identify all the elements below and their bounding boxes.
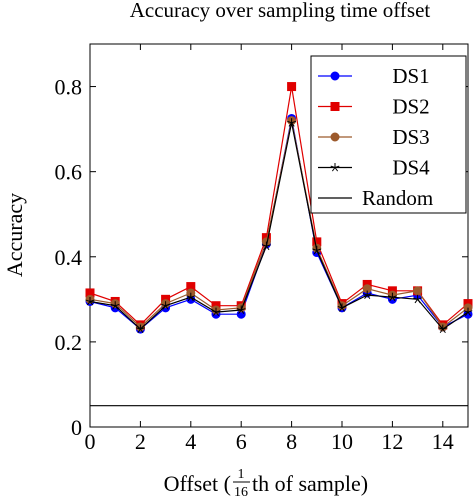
data-point — [438, 324, 448, 334]
legend-marker — [330, 71, 340, 81]
x-axis: 0 2 4 6 8 10 12 14 — [85, 44, 454, 454]
x-tick-label: 4 — [185, 429, 196, 454]
x-axis-label-post: th of sample) — [252, 471, 368, 496]
chart-title: Accuracy over sampling time offset — [130, 0, 431, 22]
data-point — [211, 307, 221, 317]
legend-label: DS4 — [392, 156, 430, 180]
legend-entry-ds2: DS2 — [318, 95, 430, 119]
legend-label: DS1 — [392, 64, 429, 88]
legend-entry-ds3: DS3 — [318, 125, 430, 149]
data-point — [362, 290, 372, 300]
data-point — [186, 292, 196, 302]
legend-marker — [330, 102, 340, 111]
x-axis-label-frac-num: 1 — [238, 467, 245, 482]
x-tick-label: 12 — [381, 429, 403, 454]
legend-label: DS3 — [392, 125, 429, 149]
y-tick-label: 0.2 — [55, 330, 83, 355]
x-tick-label: 14 — [432, 429, 454, 454]
y-tick-label: 0 — [71, 415, 82, 440]
data-point — [135, 324, 145, 334]
data-point — [236, 305, 246, 314]
series-line — [89, 120, 469, 328]
data-point — [413, 294, 423, 304]
y-tick-label: 0.4 — [55, 245, 83, 270]
x-tick-label: 6 — [236, 429, 247, 454]
plot-frame — [89, 43, 469, 428]
y-axis: 0 0.2 0.4 0.6 0.8 — [55, 75, 468, 440]
x-tick-label: 10 — [331, 429, 353, 454]
data-point — [387, 292, 397, 302]
x-axis-label-frac-den: 16 — [234, 485, 248, 500]
data-point — [261, 241, 271, 251]
series-line — [89, 86, 469, 326]
y-tick-label: 0.6 — [55, 160, 83, 185]
x-tick-label: 2 — [135, 429, 146, 454]
data-point — [287, 82, 297, 92]
legend-entry-ds4: DS4 — [318, 156, 430, 180]
data-point — [161, 301, 171, 310]
legend-marker — [330, 163, 340, 172]
data-point — [110, 301, 120, 310]
data-point — [312, 245, 322, 255]
series-ds4 — [85, 118, 473, 334]
legend: DS1 DS2 DS3 DS4 Random — [310, 55, 467, 214]
legend-label: Random — [362, 186, 433, 210]
x-axis-label-pre: Offset ( — [164, 471, 231, 496]
x-tick-label: 0 — [85, 429, 96, 454]
y-axis-label: Accuracy — [2, 193, 27, 277]
x-axis-label: Offset ( 1 16 th of sample) — [164, 467, 369, 500]
legend-entry-ds1: DS1 — [318, 64, 430, 88]
data-point — [413, 286, 423, 296]
data-point — [337, 303, 347, 312]
y-tick-label: 0.8 — [55, 75, 83, 100]
series-line — [89, 122, 469, 330]
legend-label: DS2 — [392, 95, 429, 119]
x-tick-label: 8 — [286, 429, 297, 454]
legend-marker — [330, 132, 340, 142]
data-point — [287, 118, 297, 127]
plot-series — [85, 82, 473, 407]
data-point — [85, 296, 95, 306]
legend-entry-random: Random — [318, 186, 433, 210]
data-point — [463, 307, 473, 317]
